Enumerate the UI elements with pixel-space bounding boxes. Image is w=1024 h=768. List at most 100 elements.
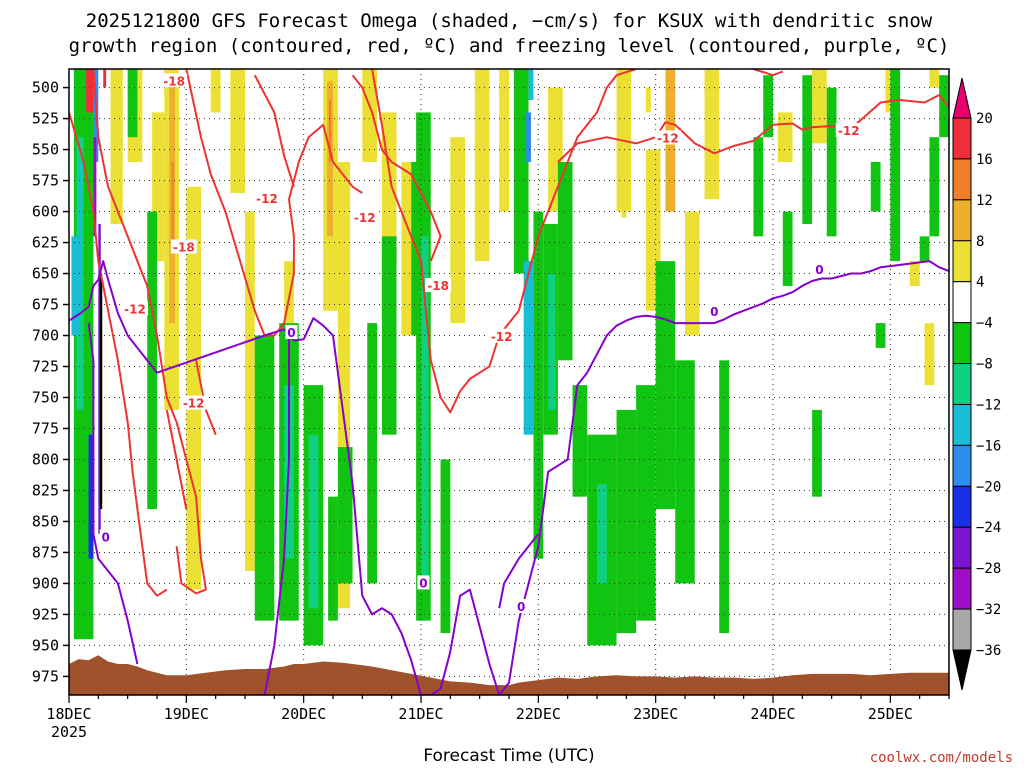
y-tick-label: 650 <box>32 265 59 283</box>
x-tick-label: 21DEC <box>398 705 443 723</box>
colorbar-label: −16 <box>976 438 1001 454</box>
freezing-level-line-extra-2 <box>498 533 540 609</box>
colorbar-swatch <box>952 199 972 242</box>
y-axis: 500 525 550 575 600 625 650 675 700 725 750 775 800 8… <box>32 79 69 685</box>
y-tick-label: 625 <box>32 234 59 252</box>
omega-cell <box>645 87 651 113</box>
omega-cell <box>367 323 377 584</box>
purple-contour-label-bg <box>813 261 826 276</box>
omega-cell <box>523 261 534 435</box>
colorbar-label: −32 <box>976 602 1001 618</box>
terrain <box>69 655 949 695</box>
x-tick-label: 25DEC <box>868 705 913 723</box>
colorbar-label: −12 <box>976 397 1001 413</box>
colorbar-label: −24 <box>976 520 1001 536</box>
omega-cell <box>782 211 793 286</box>
omega-cell <box>597 484 607 584</box>
red-contour-label-bg <box>122 301 148 316</box>
omega-cell <box>812 409 822 497</box>
y-tick-label: 525 <box>32 110 59 128</box>
y-tick-label: 700 <box>32 327 59 345</box>
omega-cell <box>685 211 700 336</box>
purple-contour-label-bg <box>515 598 528 613</box>
chart-title-line-1: 2025121800 GFS Forecast Omega (shaded, −… <box>86 10 933 32</box>
dendritic-growth-contours <box>69 69 949 597</box>
red-contour-label: -12 <box>256 192 278 206</box>
colorbar-swatch <box>952 526 972 569</box>
freezing-level-line-extra-0 <box>87 322 139 665</box>
terrain-fill <box>69 655 949 695</box>
y-tick-label: 750 <box>32 388 59 406</box>
purple-contour-label: 0 <box>419 576 427 590</box>
omega-cell <box>401 161 412 336</box>
colorbar-label: −8 <box>976 357 993 373</box>
omega-cell <box>636 385 656 621</box>
red-contour-label-bg <box>835 122 862 137</box>
omega-cell <box>548 273 556 410</box>
colorbar-swatch <box>952 117 972 160</box>
omega-cell <box>929 137 940 237</box>
omega-cell <box>99 273 103 510</box>
red-contour-label-bg <box>351 209 378 224</box>
colorbar-label: −36 <box>976 643 1001 659</box>
omega-cell <box>969 63 979 88</box>
y-tick-label: 550 <box>32 141 59 159</box>
omega-cell <box>753 137 764 237</box>
x-tick-label: 19DEC <box>164 705 209 723</box>
omega-cell <box>88 434 94 559</box>
purple-contour-label-bg <box>285 325 298 340</box>
omega-cell <box>704 69 720 200</box>
omega-cell <box>919 236 930 262</box>
colorbar-swatch <box>952 281 972 324</box>
y-tick-label: 600 <box>32 203 59 221</box>
x-axis: 18DEC 19DEC 20DEC 21DEC 22DEC 23DEC 24DEC 25DEC… <box>46 695 950 741</box>
y-tick-label: 925 <box>32 605 59 623</box>
omega-cell <box>533 211 544 559</box>
red-contour-label-bg <box>654 130 681 145</box>
omega-cell <box>86 69 94 113</box>
omega-cell <box>421 236 429 584</box>
red-contour-10 <box>753 69 784 77</box>
omega-cell <box>802 75 813 224</box>
red-contour-0 <box>69 112 168 597</box>
red-contour-3 <box>371 69 520 414</box>
red-contour-2 <box>185 69 363 337</box>
omega-cell <box>763 75 773 138</box>
omega-cell <box>147 211 157 510</box>
red-contour-label: -12 <box>354 211 376 225</box>
y-tick-label: 950 <box>32 636 59 654</box>
omega-cell <box>655 261 676 510</box>
red-contour-label: -18 <box>427 279 449 293</box>
omega-cell <box>826 87 837 237</box>
colorbar-label: −20 <box>976 479 1001 495</box>
omega-cell <box>93 137 97 237</box>
omega-cell <box>254 335 275 621</box>
y-tick-label: 725 <box>32 358 59 376</box>
colorbar-bottom-arrow <box>952 649 972 691</box>
y-tick-label: 675 <box>32 296 59 314</box>
omega-cell <box>474 69 490 262</box>
colorbar-label: 12 <box>976 193 993 209</box>
omega-cell <box>528 69 534 100</box>
red-contour-1 <box>92 69 207 595</box>
omega-cell <box>812 69 827 144</box>
y-tick-label: 975 <box>32 667 59 685</box>
colorbar: 20 16 12 8 4 −4 −8 −12 −16 −20 −24 −28 −32 −36 <box>952 77 1001 691</box>
x-tick-label: 18DEC <box>46 705 91 723</box>
colorbar-swatch <box>952 567 972 610</box>
colorbar-swatch <box>952 158 972 201</box>
omega-cell <box>526 112 531 162</box>
omega-cell <box>337 447 353 584</box>
red-contour-4 <box>517 69 637 311</box>
omega-cell <box>870 161 881 212</box>
red-contour-6 <box>351 74 442 262</box>
y-tick-label: 875 <box>32 543 59 561</box>
colorbar-top-arrow <box>952 77 972 119</box>
colorbar-swatch <box>952 322 972 365</box>
omega-cell <box>210 69 221 113</box>
colorbar-label: 16 <box>976 152 993 168</box>
red-contour-label-bg <box>425 277 452 292</box>
omega-cell <box>572 385 588 497</box>
omega-cell <box>616 409 637 634</box>
